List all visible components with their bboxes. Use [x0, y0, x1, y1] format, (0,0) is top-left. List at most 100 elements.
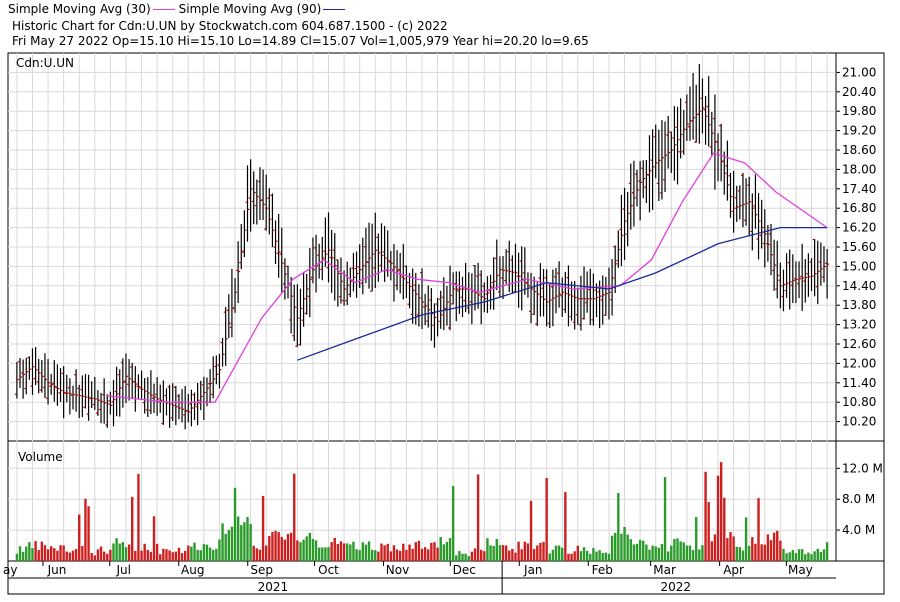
- volume-bar: [405, 549, 408, 561]
- volume-bar: [327, 547, 330, 561]
- volume-bar: [102, 551, 106, 561]
- volume-bar: [423, 547, 427, 561]
- month-label-jun: Jun: [47, 563, 67, 577]
- volume-bar: [804, 554, 807, 561]
- volume-bar: [199, 550, 202, 561]
- volume-bar: [106, 553, 109, 561]
- volume-bar: [582, 547, 586, 561]
- volume-bar: [90, 552, 93, 561]
- axis-labels: 10.20 10.80 11.40 12.00 12.60 13.20 13.80 14.40…: [3, 56, 883, 594]
- month-label-may: May: [788, 563, 813, 577]
- volume-bar: [352, 541, 355, 561]
- volume-bar: [480, 549, 483, 561]
- ma30-line: [105, 152, 828, 403]
- volume-bar: [149, 551, 153, 561]
- volume-bar: [726, 538, 729, 561]
- volume-bar: [794, 553, 798, 561]
- price-tick-label: 16.80: [842, 201, 876, 215]
- volume-bar: [402, 543, 405, 561]
- volume-bar: [99, 546, 103, 561]
- volume-bar: [74, 549, 78, 561]
- month-label-apr: Apr: [723, 563, 744, 577]
- volume-bar: [816, 548, 819, 561]
- volume-bar: [536, 545, 539, 561]
- volume-bar: [168, 550, 171, 561]
- volume-bar: [822, 549, 826, 561]
- volume-bar: [738, 547, 742, 561]
- volume-bar: [825, 542, 829, 561]
- volume-bar: [25, 546, 28, 561]
- volume-bar: [635, 543, 639, 561]
- volume-bar: [65, 551, 68, 561]
- month-label-dec: Dec: [453, 563, 476, 577]
- volume-bar: [224, 533, 227, 561]
- symbol-label: Cdn:U.UN: [16, 56, 74, 70]
- month-label-jan: Jan: [523, 563, 543, 577]
- volume-bar: [240, 525, 243, 561]
- volume-bar: [221, 523, 224, 561]
- volume-bar: [442, 544, 446, 561]
- volume-bar: [772, 532, 776, 561]
- volume-bar: [367, 541, 371, 561]
- volume-bar: [526, 543, 530, 561]
- volume-bar: [732, 536, 735, 561]
- volume-bar: [40, 541, 44, 561]
- volume-bar: [268, 535, 271, 561]
- volume-bar: [417, 540, 421, 561]
- volume-bar: [71, 550, 75, 561]
- volume-bar: [719, 462, 723, 561]
- volume-bar: [124, 547, 128, 561]
- volume-bar: [723, 497, 726, 561]
- volume-bar: [598, 550, 601, 561]
- volume-bar: [420, 548, 424, 561]
- volume-bar: [34, 541, 37, 561]
- volume-bar: [37, 550, 40, 561]
- volume-bar: [296, 540, 299, 561]
- volume-bar: [274, 530, 277, 561]
- month-label-jul: Jul: [115, 563, 130, 577]
- price-tick-label: 15.60: [842, 240, 876, 254]
- volume-bar: [205, 544, 209, 561]
- volume-bar: [663, 477, 667, 561]
- volume-bar: [751, 537, 754, 561]
- price-tick-label: 12.60: [842, 337, 876, 351]
- volume-bar: [676, 538, 679, 561]
- price-tick-label: 10.20: [842, 415, 876, 429]
- volume-bar: [430, 542, 433, 561]
- volume-bar: [302, 539, 305, 561]
- volume-bar: [395, 549, 399, 561]
- volume-bar: [760, 544, 763, 561]
- volume-bar: [766, 534, 770, 561]
- volume-bar: [557, 545, 561, 561]
- volume-bar: [165, 549, 168, 561]
- volume-bar: [208, 547, 212, 561]
- volume-bar: [115, 538, 118, 561]
- month-label-nov: Nov: [386, 563, 409, 577]
- volume-bar: [508, 550, 511, 561]
- price-tick-label: 19.20: [842, 124, 876, 138]
- volume-bar: [651, 545, 654, 561]
- volume-bar: [109, 549, 112, 561]
- volume-bar: [788, 552, 791, 561]
- volume-bar: [59, 545, 62, 561]
- volume-bar: [177, 547, 181, 561]
- volume-bar: [392, 545, 396, 561]
- volume-bar: [791, 549, 795, 561]
- volume-bar: [118, 543, 121, 561]
- volume-bar: [398, 550, 402, 561]
- volume-bar: [729, 532, 732, 561]
- volume-bar: [436, 547, 439, 561]
- price-tick-label: 18.60: [842, 143, 876, 157]
- volume-bar: [657, 547, 661, 561]
- price-tick-label: 17.40: [842, 182, 876, 196]
- volume-bar: [579, 551, 583, 561]
- volume-bar: [735, 546, 738, 561]
- volume-bar: [642, 540, 645, 561]
- volume-bar: [215, 548, 218, 561]
- chart-header-title: Historic Chart for Cdn:U.UN by Stockwatc…: [12, 19, 448, 33]
- volume-bar: [797, 549, 801, 561]
- volume-bar: [81, 546, 84, 561]
- volume-bar: [171, 552, 174, 561]
- volume-bar: [610, 535, 614, 561]
- ma90-line: [297, 226, 828, 361]
